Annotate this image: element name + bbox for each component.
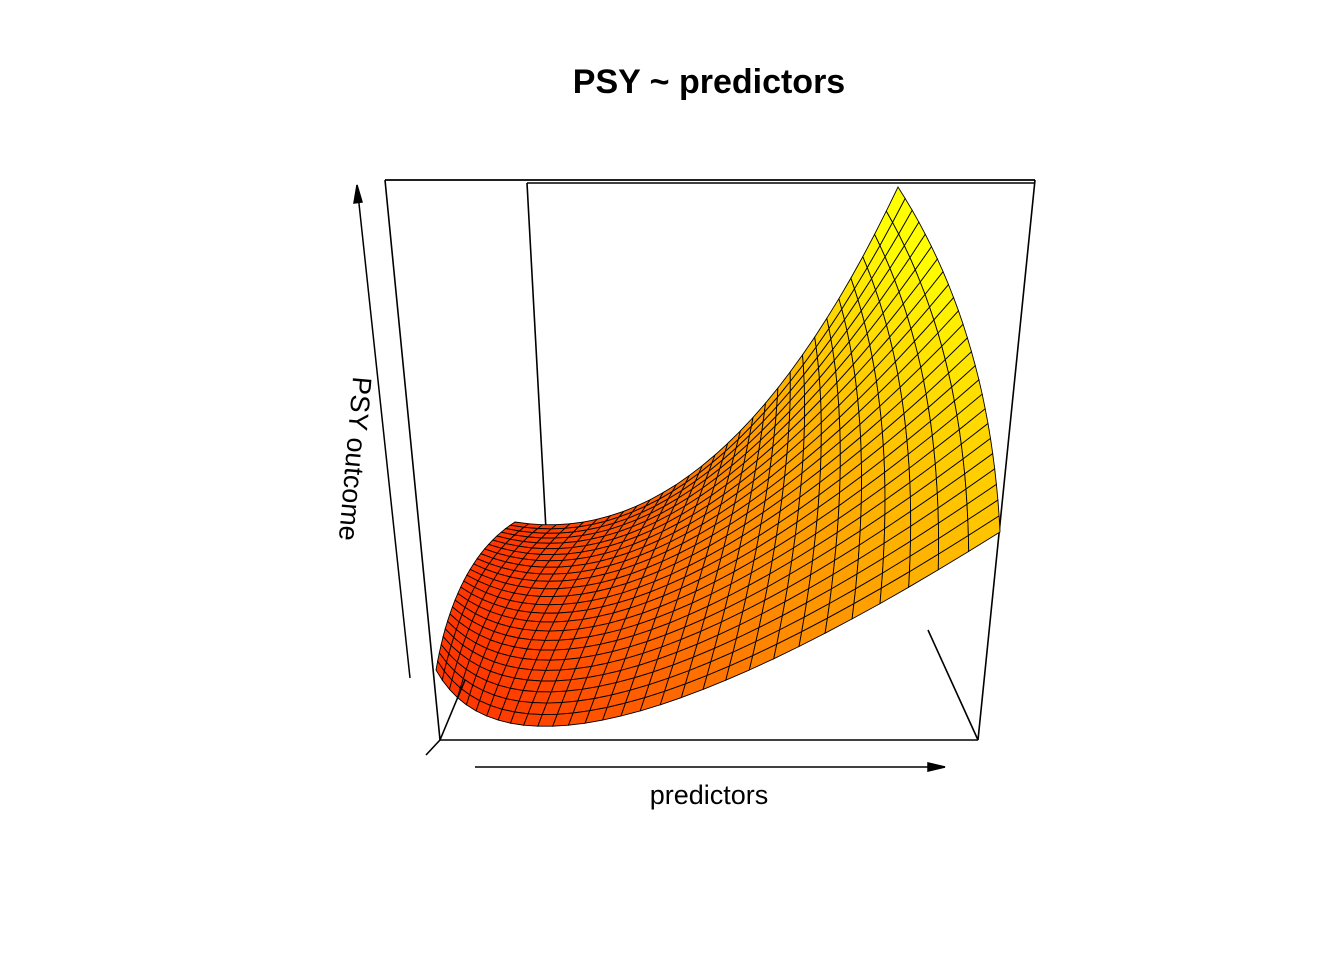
- chart-title: PSY ~ predictors: [573, 63, 845, 101]
- box-edge-back-vertical: [526, 182, 547, 531]
- box-front: [425, 629, 979, 756]
- surface-mesh: [435, 186, 1001, 727]
- box-edge-floor-right: [927, 629, 979, 741]
- box-back: [384, 179, 1036, 741]
- x-axis-label: predictors: [650, 780, 769, 810]
- x-axis-arrow: [475, 762, 946, 772]
- z-axis-arrow: [353, 184, 411, 679]
- box-edge-left-front: [425, 739, 441, 756]
- box-edge-right-back: [977, 179, 1036, 741]
- surface-facet: [967, 515, 1001, 553]
- z-axis-label: PSY outcome: [333, 375, 377, 542]
- box-edge-floor-left: [439, 679, 466, 741]
- box-edge-left-back: [384, 179, 441, 741]
